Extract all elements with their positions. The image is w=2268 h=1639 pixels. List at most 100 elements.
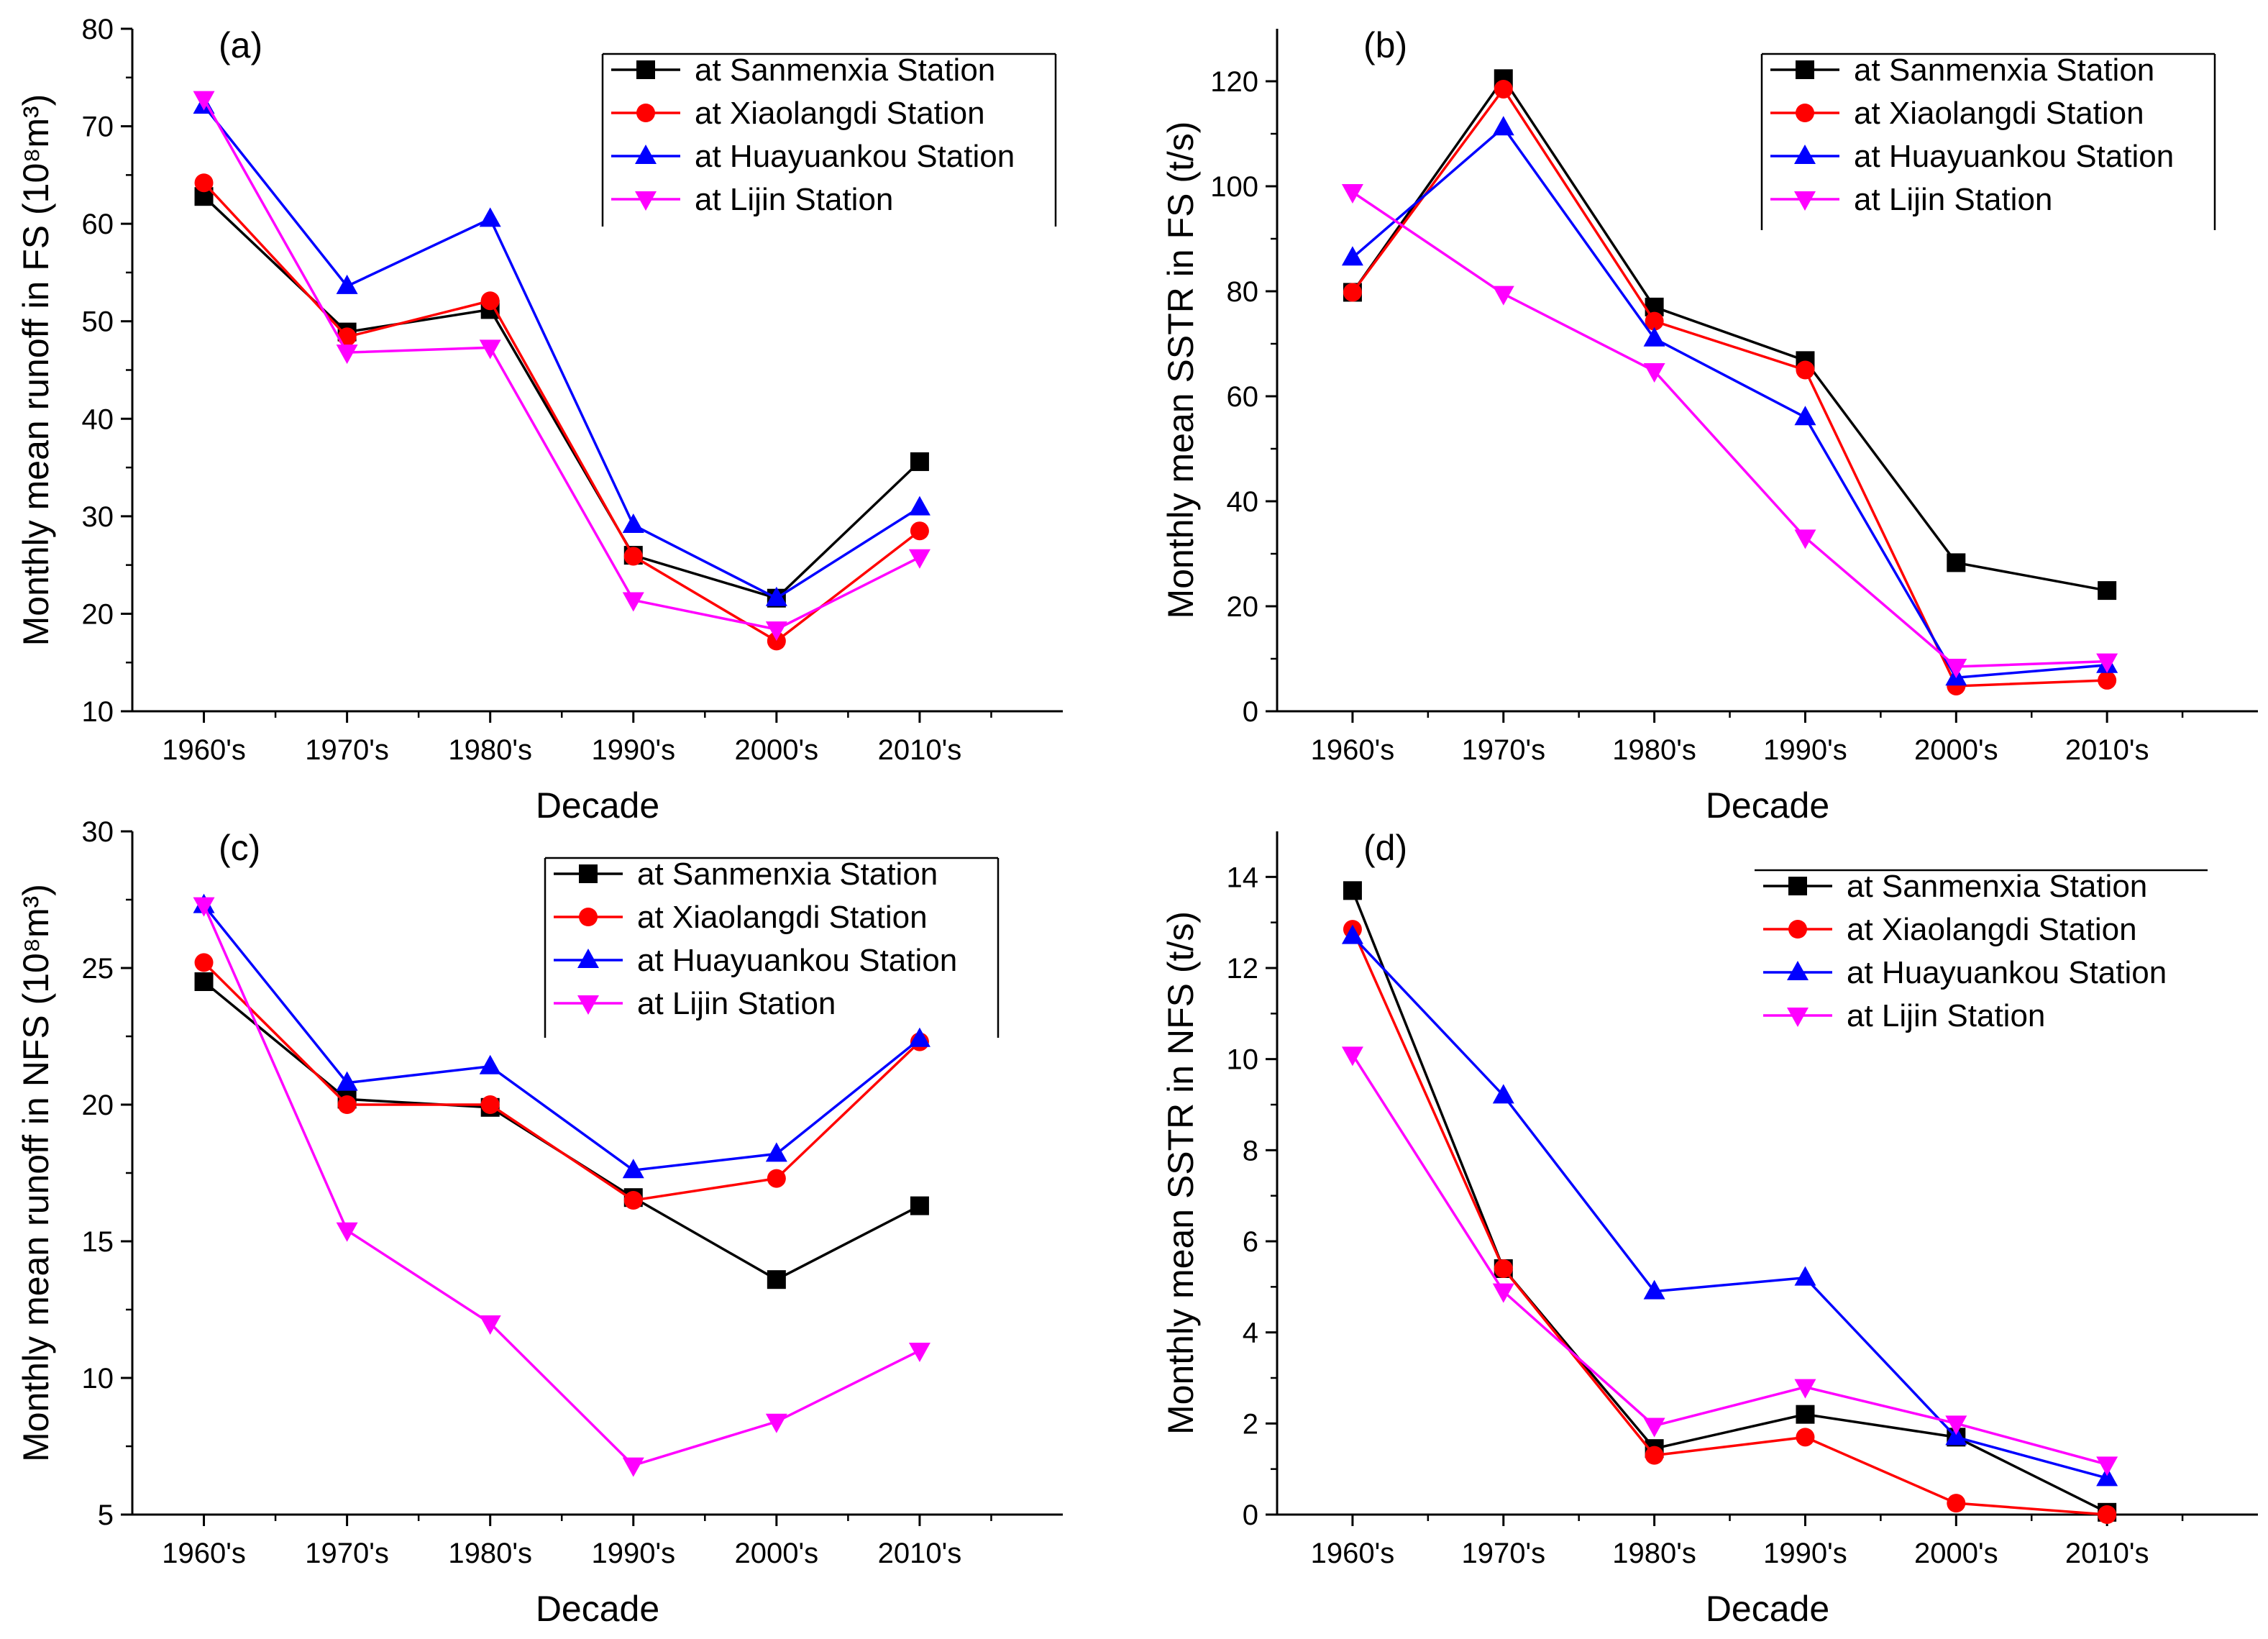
series-line	[1351, 191, 2108, 668]
y-tick-label: 40	[1227, 486, 1259, 518]
series-4	[1341, 1046, 2118, 1476]
triangle-up-marker	[635, 145, 657, 164]
triangle-down-marker	[622, 592, 644, 612]
triangle-up-marker	[1794, 145, 1816, 164]
y-tick-label: 4	[1243, 1318, 1258, 1349]
legend-item: at Xiaolangdi Station	[554, 900, 928, 935]
y-tick-label: 60	[82, 209, 114, 240]
square-marker	[910, 1196, 929, 1215]
x-tick-label: 1960's	[1311, 734, 1395, 766]
series-2	[1343, 79, 2117, 695]
x-tick-label: 1990's	[1763, 734, 1847, 766]
x-tick-label: 1980's	[1612, 1538, 1696, 1569]
x-tick-label: 1960's	[162, 1538, 246, 1569]
y-tick-label: 14	[1227, 862, 1259, 893]
x-tick-label: 2000's	[1914, 1538, 1998, 1569]
triangle-up-marker	[2096, 1466, 2118, 1487]
legend-item: at Huayuankou Station	[554, 943, 957, 978]
y-tick-label: 25	[82, 953, 114, 985]
y-tick-label: 40	[82, 403, 114, 435]
triangle-down-marker	[1794, 529, 1816, 549]
triangle-down-marker	[479, 1315, 501, 1335]
y-tick-label: 20	[1227, 591, 1259, 623]
series-1	[194, 187, 929, 608]
y-tick-label: 8	[1243, 1135, 1258, 1167]
y-tick-label: 12	[1227, 953, 1259, 985]
y-tick-label: 15	[82, 1226, 114, 1258]
square-marker	[194, 972, 214, 991]
series-4	[193, 91, 930, 642]
x-tick-label: 1970's	[305, 1538, 389, 1569]
circle-marker	[767, 1169, 786, 1188]
x-tick-label: 2000's	[1914, 734, 1998, 766]
triangle-down-marker	[479, 339, 501, 360]
triangle-up-marker	[1945, 1425, 1967, 1446]
legend-label: at Lijin Station	[1854, 182, 2052, 217]
y-tick-label: 100	[1210, 171, 1258, 203]
triangle-down-marker	[1794, 191, 1816, 211]
square-marker	[1796, 1405, 1815, 1424]
x-tick-label: 1980's	[448, 1538, 532, 1569]
circle-marker	[194, 173, 214, 193]
triangle-up-marker	[336, 1071, 358, 1091]
series-4	[193, 897, 930, 1477]
series-2	[194, 173, 929, 651]
y-tick-label: 120	[1210, 66, 1258, 98]
y-tick-label: 5	[98, 1499, 114, 1531]
triangle-up-marker	[1492, 116, 1514, 136]
y-tick-label: 80	[82, 14, 114, 45]
legend-label: at Xiaolangdi Station	[637, 900, 928, 935]
triangle-up-marker	[336, 274, 358, 294]
series-line	[203, 962, 921, 1202]
x-axis-title: Decade	[536, 785, 659, 826]
x-tick-label: 2010's	[2065, 1538, 2149, 1569]
series-line	[203, 980, 920, 1282]
x-tick-label: 1970's	[305, 734, 389, 766]
triangle-down-marker	[765, 1413, 787, 1433]
circle-marker	[2098, 1505, 2117, 1524]
axes: 0 2 4 6 8 10 12 14 1960's 1970's 1980's 1990's 2000'…	[1161, 831, 2258, 1629]
legend-item: at Sanmenxia Station	[1763, 869, 2147, 904]
y-tick-label: 0	[1243, 1499, 1258, 1531]
circle-marker	[1494, 1259, 1513, 1278]
y-tick-label: 6	[1243, 1226, 1258, 1258]
x-axis-title: Decade	[536, 1589, 659, 1629]
square-marker	[1343, 881, 1362, 900]
triangle-down-marker	[193, 91, 215, 111]
triangle-down-marker	[2096, 653, 2118, 673]
y-tick-label: 0	[1243, 696, 1258, 728]
triangle-down-marker	[908, 549, 930, 569]
axes: 5 10 15 20 25 30 1960's 1970's 1980's 1990's 2000'…	[16, 816, 1063, 1629]
y-axis-title: Monthly mean SSTR in FS (t/s)	[1161, 122, 1201, 619]
panel-a: 10 20 30 40 50 60 70 80 1960's 1970's 1980's 1990's…	[16, 14, 1063, 826]
y-axis-title: Monthly mean SSTR in NFS (t/s)	[1161, 911, 1201, 1435]
legend-item: at Huayuankou Station	[1770, 139, 2174, 174]
triangle-down-marker	[1945, 658, 1967, 678]
triangle-up-marker	[908, 1027, 930, 1047]
circle-marker	[1343, 283, 1362, 302]
circle-marker	[480, 1095, 500, 1114]
triangle-down-marker	[1643, 362, 1665, 383]
legend-item: at Lijin Station	[554, 986, 836, 1021]
triangle-down-marker	[908, 1343, 930, 1362]
legend-label: at Xiaolangdi Station	[1847, 912, 2137, 947]
series-line	[203, 904, 921, 1172]
circle-marker	[1796, 104, 1814, 122]
legend-item: at Sanmenxia Station	[611, 52, 995, 88]
circle-marker	[1645, 311, 1664, 331]
x-tick-label: 1990's	[591, 734, 675, 766]
x-tick-label: 1960's	[1311, 1538, 1395, 1569]
legend-item: at Huayuankou Station	[611, 139, 1015, 174]
y-tick-label: 20	[82, 1090, 114, 1121]
legend-item: at Xiaolangdi Station	[1763, 912, 2137, 947]
legend-item: at Sanmenxia Station	[1770, 52, 2154, 88]
circle-marker	[337, 327, 357, 347]
x-tick-label: 1970's	[1461, 734, 1545, 766]
y-tick-label: 30	[82, 501, 114, 533]
panel-label: (b)	[1363, 25, 1407, 65]
triangle-down-marker	[1492, 1283, 1514, 1303]
square-marker	[2098, 581, 2117, 601]
legend: at Sanmenxia Station at Xiaolangdi Statio…	[601, 52, 1057, 227]
x-tick-label: 1980's	[1612, 734, 1696, 766]
